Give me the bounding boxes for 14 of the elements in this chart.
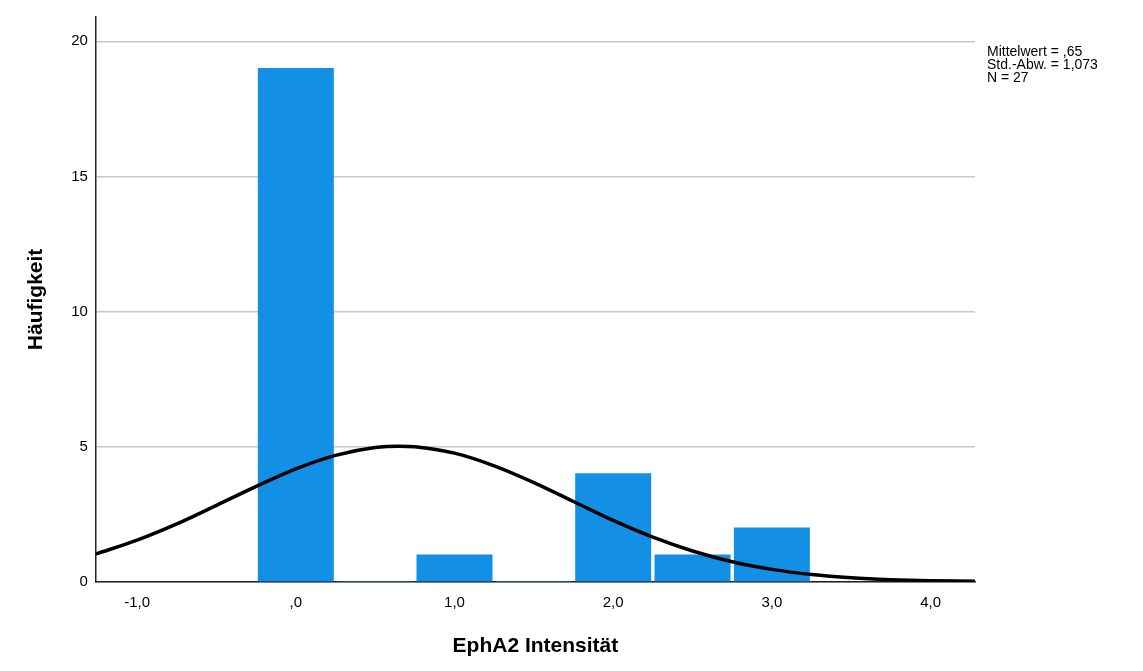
x-tick-label: -1,0 (124, 592, 151, 610)
x-tick-label: 4,0 (920, 592, 941, 610)
y-tick-label: 0 (79, 571, 88, 589)
y-tick-label: 15 (71, 166, 88, 184)
text: N = 27 (987, 68, 1029, 85)
x-axis-title: EphA2 Intensität (452, 633, 619, 657)
x-tick-label: 1,0 (444, 592, 465, 610)
x-tick-label: ,0 (289, 592, 303, 610)
y-axis-title: Häufigkeit (23, 248, 47, 351)
x-tick-label: 2,0 (602, 592, 624, 610)
y-tick-label: 5 (79, 436, 88, 454)
y-tick-label: 10 (71, 301, 88, 319)
x-tick-label: 3,0 (761, 592, 783, 610)
y-tick-label: 20 (71, 31, 88, 49)
